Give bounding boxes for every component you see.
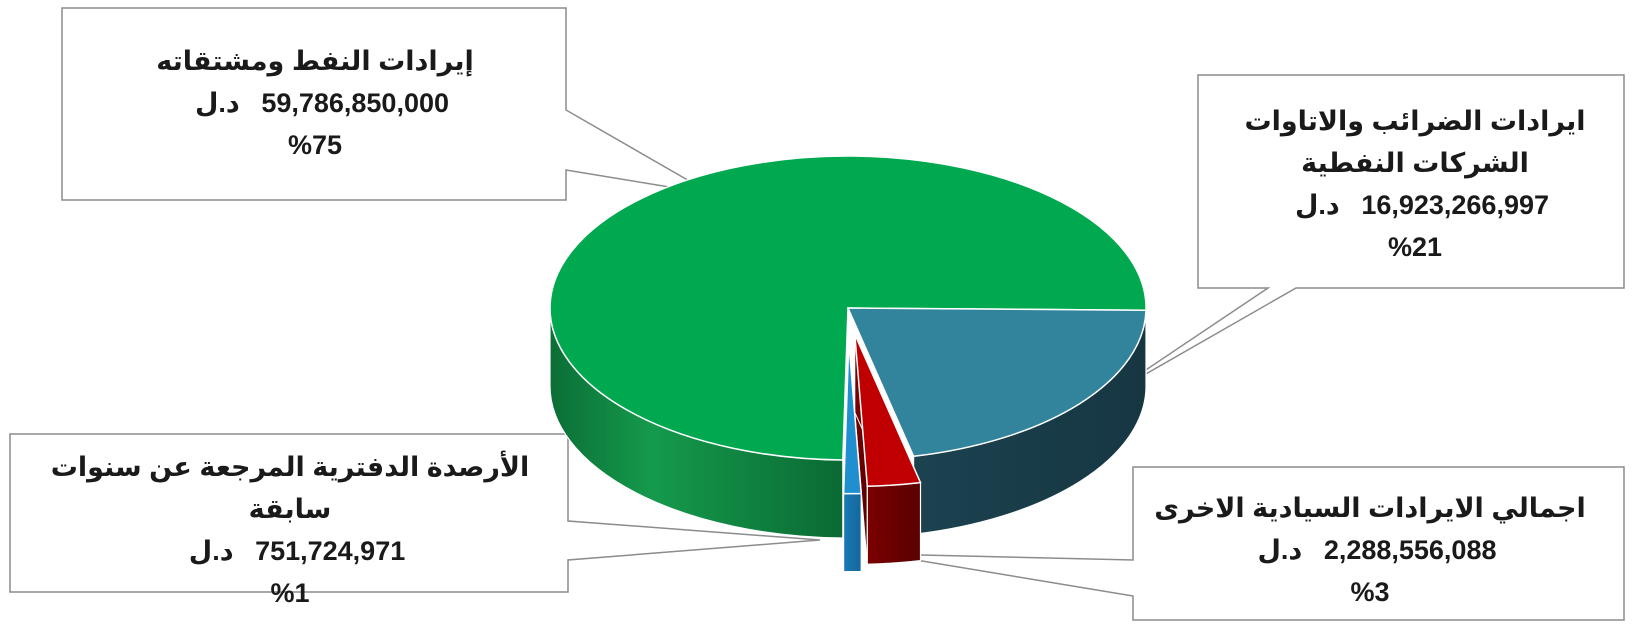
- slice-value: 2,288,556,088: [1323, 535, 1497, 565]
- slice-percent: %75: [287, 130, 343, 160]
- currency-label: د.ل: [188, 536, 234, 566]
- slice-label: ايرادات الضرائب والاتاوات: [1244, 106, 1586, 136]
- slice-percent: %3: [1350, 577, 1390, 607]
- pie-side-balances: [843, 492, 862, 573]
- slice-label: إيرادات النفط ومشتقاته: [156, 46, 474, 76]
- slice-value: 16,923,266,997: [1361, 190, 1549, 220]
- slice-label: الأرصدة الدفترية المرجعة عن سنوات سابقة: [50, 452, 530, 524]
- slice-percent: %21: [1387, 232, 1443, 262]
- slice-label: اجمالي الايرادات السيادية الاخرى: [1154, 493, 1586, 523]
- pie-slice-oil: [549, 155, 1147, 461]
- callout-oil-box: [61, 7, 713, 201]
- pie-slice-other: [854, 333, 922, 487]
- callout-other-box: [879, 466, 1625, 621]
- pie-slice-taxes: [846, 307, 1147, 458]
- slice-value: 59,786,850,000: [261, 88, 449, 118]
- currency-label: د.ل: [195, 88, 240, 118]
- callout-balances-box: [9, 433, 821, 593]
- slice-percent: %1: [270, 578, 310, 608]
- callout-taxes: ايرادات الضرائب والاتاوات الشركات النفطي…: [1215, 100, 1615, 268]
- currency-label: د.ل: [1257, 535, 1303, 565]
- slice-label-line2: الشركات النفطية: [1301, 148, 1529, 178]
- currency-label: د.ل: [1295, 190, 1340, 220]
- callout-oil: إيرادات النفط ومشتقاته 59,786,850,000 د.…: [100, 40, 530, 166]
- pie-side-other: [866, 481, 922, 565]
- callout-taxes-box: [1103, 74, 1625, 399]
- pie-slice-balances: [842, 341, 863, 495]
- slice-value: 751,724,971: [255, 536, 406, 566]
- slice-value-line: 751,724,971 د.ل: [20, 530, 560, 572]
- slice-value-line: 59,786,850,000 د.ل: [100, 82, 530, 124]
- slice-value-line: 16,923,266,997 د.ل: [1215, 184, 1615, 226]
- callout-other: اجمالي الايرادات السيادية الاخرى 2,288,5…: [1150, 487, 1590, 613]
- callout-balances: الأرصدة الدفترية المرجعة عن سنوات سابقة …: [20, 446, 560, 614]
- slice-value-line: 2,288,556,088 د.ل: [1150, 529, 1590, 571]
